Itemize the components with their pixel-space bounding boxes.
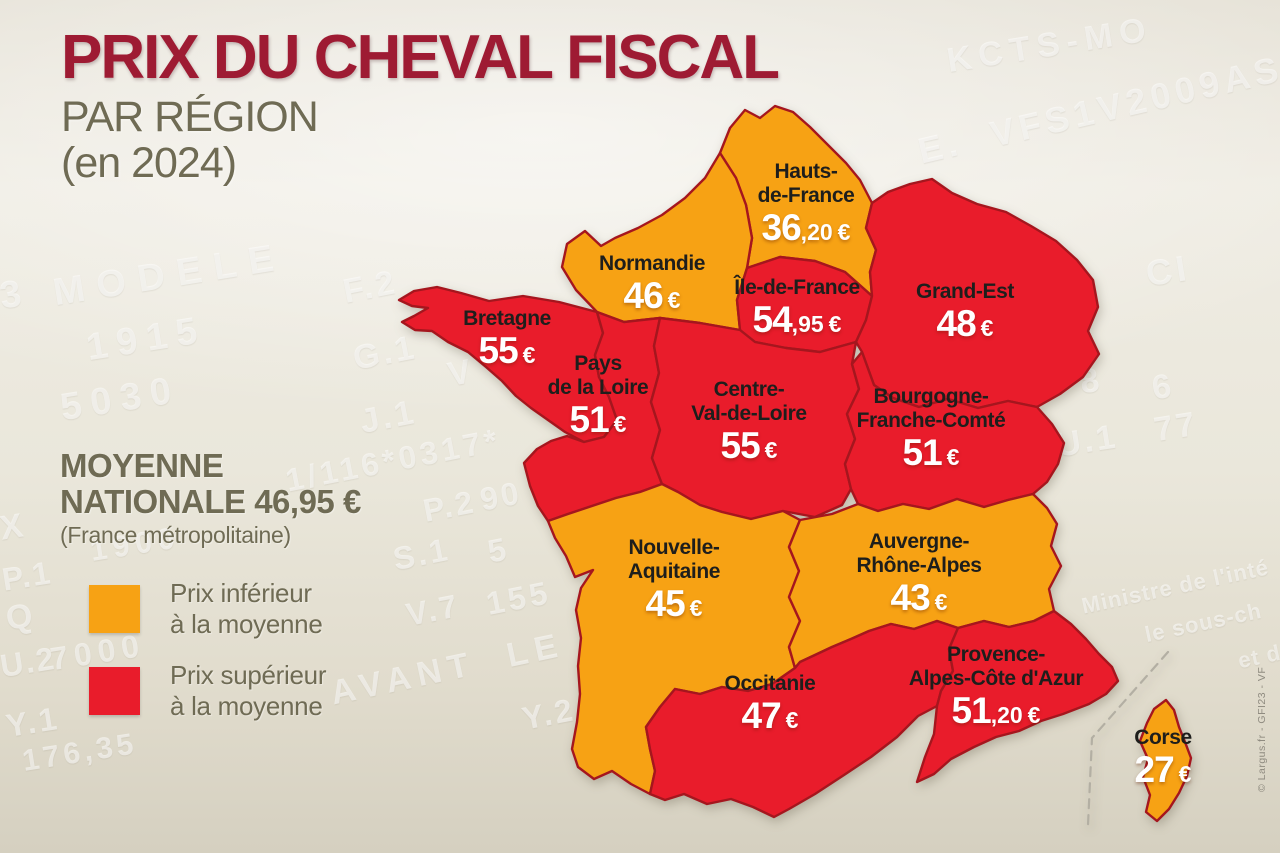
subtitle-region: PAR RÉGION xyxy=(61,93,319,142)
region-shape-occitanie[interactable] xyxy=(644,619,960,819)
legend-swatch-orange xyxy=(89,585,140,634)
corsica-separator-line xyxy=(1086,650,1170,827)
region-shape-centre-val-de-loire[interactable] xyxy=(649,316,861,521)
national-average-block: MOYENNE NATIONALE 46,95 € (France métrop… xyxy=(60,448,361,548)
legend-item-above-average: Prix supérieur à la moyenne xyxy=(89,660,327,722)
region-shape-grand-est[interactable] xyxy=(854,177,1101,410)
page-title: PRIX DU CHEVAL FISCAL xyxy=(61,23,780,92)
legend-label-below: Prix inférieur à la moyenne xyxy=(170,578,323,640)
header: PRIX DU CHEVAL FISCAL PAR RÉGION (en 202… xyxy=(61,23,780,188)
subtitle-year: (en 2024) xyxy=(61,139,237,188)
average-line-2: NATIONALE 46,95 € xyxy=(60,482,361,520)
legend-label-above: Prix supérieur à la moyenne xyxy=(170,660,327,722)
region-shape-provence-alpes-cote-d-azur[interactable] xyxy=(915,609,1120,784)
credit-text: © Largus.fr - GFI23 - VF xyxy=(1256,666,1268,792)
region-shape-corse[interactable] xyxy=(1138,698,1193,823)
average-line-1: MOYENNE xyxy=(60,447,224,484)
legend-swatch-red xyxy=(89,667,140,716)
average-note: (France métropolitaine) xyxy=(60,522,291,549)
legend-item-below-average: Prix inférieur à la moyenne xyxy=(89,578,323,640)
region-shape-bretagne[interactable] xyxy=(397,285,619,444)
